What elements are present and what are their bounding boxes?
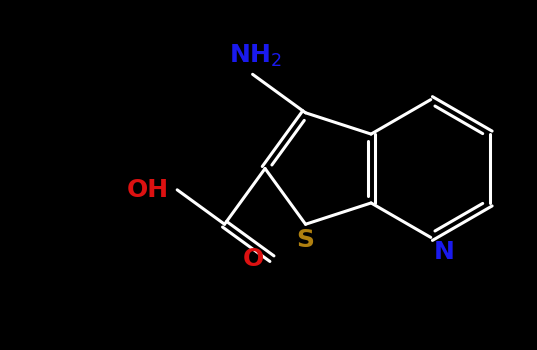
Text: N: N — [433, 240, 454, 264]
Text: NH$_2$: NH$_2$ — [229, 43, 282, 69]
Text: OH: OH — [127, 178, 169, 202]
Text: S: S — [296, 229, 315, 252]
Text: O: O — [243, 247, 264, 271]
